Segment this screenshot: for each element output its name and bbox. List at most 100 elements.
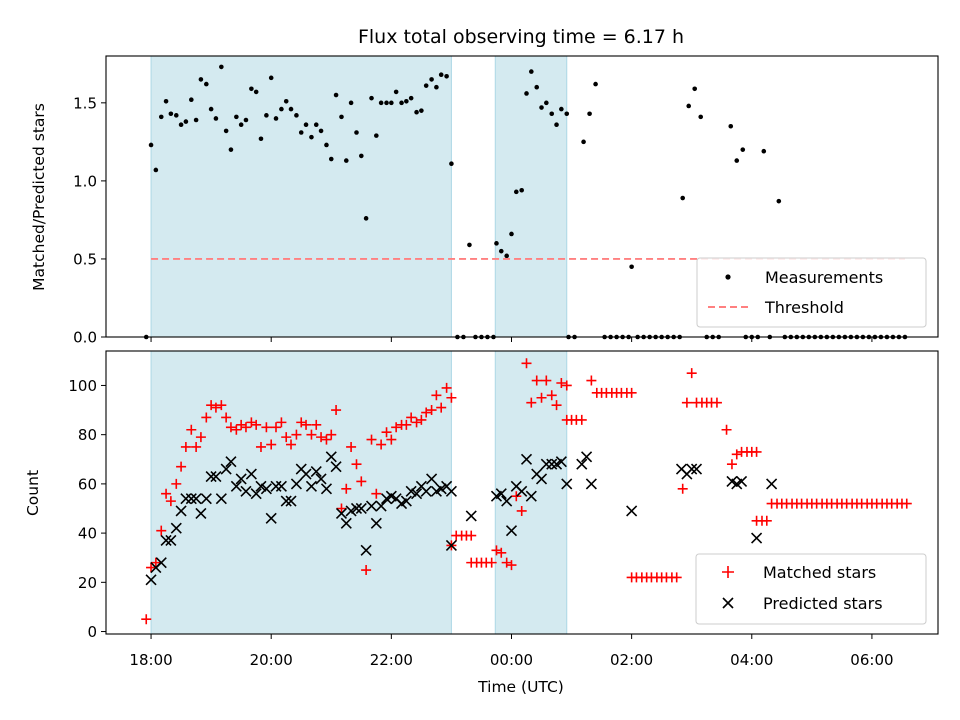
measurement-point — [343, 158, 349, 163]
matched-stars-point — [351, 459, 362, 470]
matched-stars-point — [286, 439, 297, 450]
matched-stars-point — [586, 375, 597, 386]
measurement-point — [268, 75, 274, 81]
measurement-point — [223, 128, 229, 134]
predicted-stars-point — [305, 480, 318, 492]
measurement-point — [369, 95, 374, 101]
predicted-stars-point — [561, 478, 573, 490]
measurement-point — [524, 91, 529, 96]
measurement-point — [363, 216, 369, 221]
measurement-point — [593, 81, 598, 87]
measurement-point — [178, 122, 184, 127]
matched-stars-point — [506, 560, 517, 571]
predicted-stars-point — [546, 458, 558, 470]
ratio-legend-box — [696, 257, 927, 328]
measurement-point — [283, 98, 289, 104]
y-tick-label-1-0: 0 — [87, 623, 97, 641]
measurement-point — [238, 122, 244, 127]
y-tick-label-1-1: 20 — [78, 574, 97, 592]
measurement-point — [404, 98, 409, 104]
predicted-stars-point — [355, 502, 367, 515]
matched-stars-point — [210, 402, 221, 413]
measurement-point — [298, 130, 304, 135]
measurement-point — [408, 95, 414, 101]
measurement-point — [467, 242, 472, 248]
measurement-point — [429, 77, 434, 82]
measurement-point — [333, 92, 339, 98]
measurement-point — [534, 84, 540, 90]
matched-stars-point — [761, 515, 772, 526]
legend-predicted-marker — [722, 597, 734, 609]
count-panel-frame — [105, 350, 939, 635]
matched-stars-point — [391, 422, 402, 433]
measurement-point — [740, 147, 746, 152]
matched-stars-point — [681, 397, 692, 408]
matched-stars-point — [165, 496, 176, 507]
y-tick-label-0-1: 0.5 — [73, 250, 97, 268]
count-legend-box — [695, 553, 927, 625]
predicted-stars-point — [626, 505, 638, 517]
matched-stars-point — [255, 441, 266, 452]
predicted-stars-point — [310, 466, 322, 478]
predicted-stars-point — [555, 456, 567, 468]
measurement-point — [378, 100, 384, 106]
predicted-stars-point — [400, 495, 412, 507]
measurement-point — [776, 198, 782, 204]
matched-stars-point — [531, 375, 542, 386]
matched-stars-point — [206, 400, 217, 411]
measurement-point — [384, 100, 389, 106]
x-tick-label-1: 20:00 — [250, 651, 293, 669]
matched-stars-point — [301, 419, 312, 430]
matched-stars-point — [150, 557, 161, 568]
legend-measurements-label: Measurements — [765, 268, 883, 287]
measurement-point — [680, 195, 685, 201]
measurement-point — [219, 64, 224, 70]
measurement-point — [389, 100, 394, 106]
matched-stars-point — [316, 432, 327, 443]
matched-stars-point — [496, 547, 507, 558]
matched-stars-point — [216, 400, 227, 411]
predicted-stars-point — [581, 451, 593, 463]
observing-window-1-0 — [150, 350, 452, 635]
matched-stars-point — [231, 424, 242, 435]
measurement-point — [193, 117, 199, 123]
matched-stars-point — [361, 565, 372, 576]
matched-stars-point — [541, 375, 552, 386]
predicted-stars-point — [195, 507, 207, 519]
matched-stars-point — [201, 412, 212, 423]
legend-matched-label: Matched stars — [763, 563, 876, 582]
measurement-point — [253, 89, 259, 95]
matched-stars-point — [546, 390, 557, 401]
matched-stars-point — [401, 419, 412, 430]
measurement-point — [234, 114, 239, 120]
predicted-stars-point — [175, 505, 187, 517]
predicted-stars-point — [735, 475, 748, 487]
predicted-stars-point — [375, 500, 387, 512]
predicted-stars-point — [245, 468, 257, 480]
matched-stars-point — [416, 414, 427, 425]
measurement-point — [544, 100, 549, 106]
matched-stars-point — [556, 377, 567, 388]
legend-measurements-marker — [725, 274, 731, 280]
x-axis-tick-labels: 18:00 20:00 22:00 00:00 02:00 04:00 06:00 — [129, 651, 893, 669]
matched-stars-point — [195, 432, 206, 443]
measurement-point — [519, 187, 524, 193]
predicted-stars-point — [516, 485, 528, 497]
measurement-point — [153, 167, 159, 173]
matched-stars-point — [521, 358, 532, 369]
predicted-stars-point — [751, 532, 763, 544]
measurement-point — [529, 69, 534, 74]
count-panel-ylabel: Count — [24, 470, 42, 516]
matched-stars-point — [356, 476, 367, 487]
matched-stars-point — [561, 380, 572, 391]
measurement-point — [309, 134, 314, 140]
predicted-stars-point — [275, 480, 287, 492]
predicted-stars-point — [265, 512, 277, 524]
measurement-point — [249, 86, 254, 92]
measurement-point — [228, 147, 234, 152]
matched-stars-point — [731, 449, 742, 460]
matched-stars-point — [551, 400, 562, 411]
predicted-stars-point — [300, 468, 312, 480]
predicted-stars-point — [445, 539, 457, 551]
matched-stars-point — [281, 432, 292, 443]
